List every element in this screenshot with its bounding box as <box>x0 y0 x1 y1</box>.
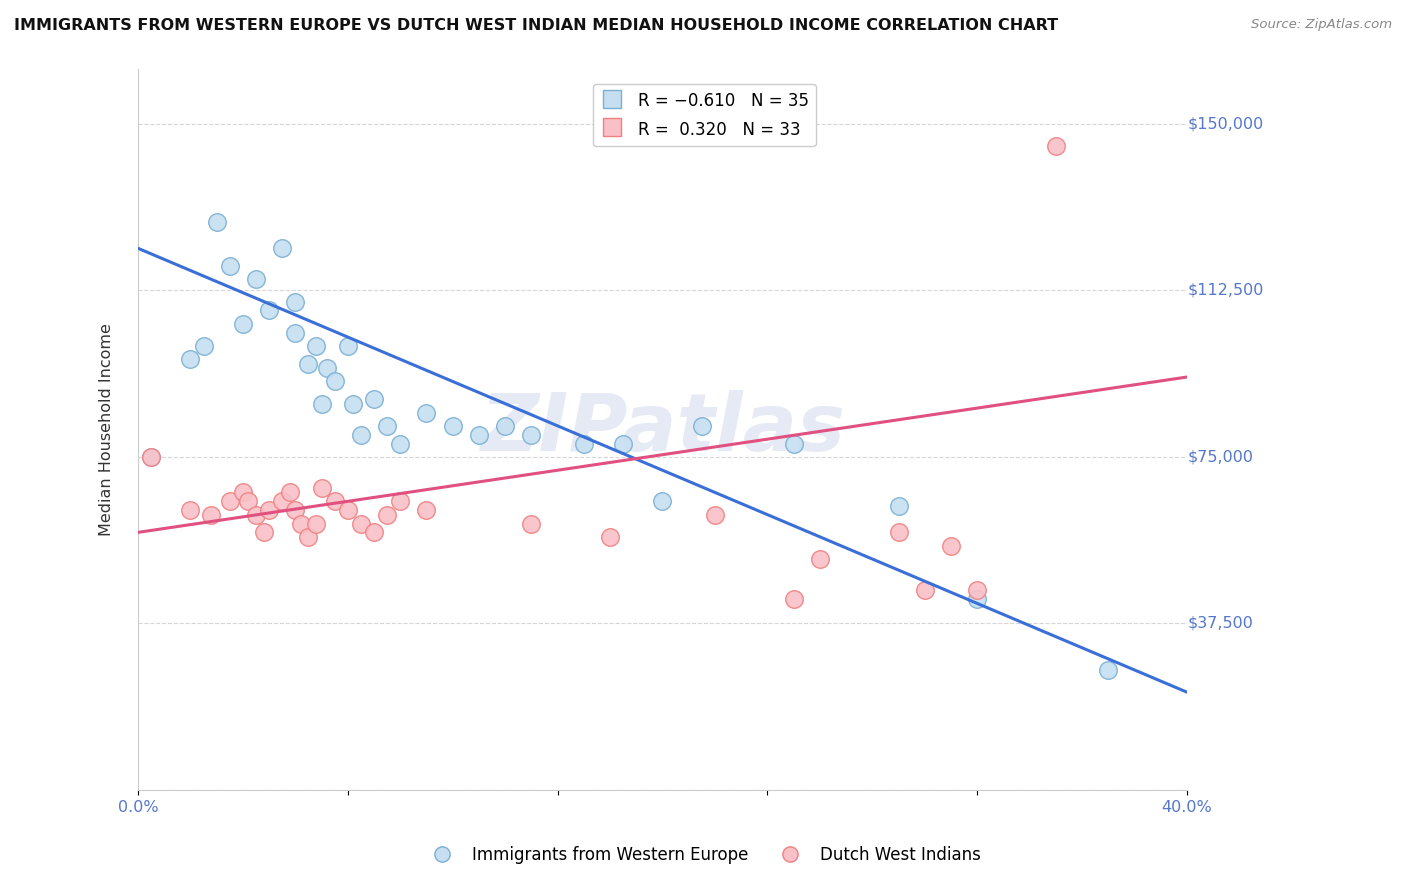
Point <box>311 397 333 411</box>
Point <box>245 272 267 286</box>
Text: $37,500: $37,500 <box>1188 615 1254 631</box>
Point <box>520 427 543 442</box>
Point <box>966 583 988 598</box>
Point <box>218 259 240 273</box>
Point <box>179 503 201 517</box>
Point <box>336 339 359 353</box>
Point <box>257 303 280 318</box>
Point <box>612 436 634 450</box>
Point <box>218 494 240 508</box>
Text: Source: ZipAtlas.com: Source: ZipAtlas.com <box>1251 18 1392 31</box>
Point <box>572 436 595 450</box>
Point <box>375 508 398 522</box>
Point <box>139 450 162 464</box>
Point <box>887 499 910 513</box>
Point <box>363 392 385 407</box>
Point <box>808 552 831 566</box>
Point <box>193 339 215 353</box>
Point <box>315 361 337 376</box>
Point <box>297 357 319 371</box>
Point <box>232 317 254 331</box>
Point <box>284 294 307 309</box>
Point <box>284 503 307 517</box>
Point <box>336 503 359 517</box>
Legend: Immigrants from Western Europe, Dutch West Indians: Immigrants from Western Europe, Dutch We… <box>419 839 987 871</box>
Point <box>179 352 201 367</box>
Point <box>415 405 437 419</box>
Point <box>271 241 294 255</box>
Point <box>271 494 294 508</box>
Point <box>278 485 301 500</box>
Point <box>323 494 346 508</box>
Point <box>1097 663 1119 677</box>
Point <box>782 591 804 606</box>
Point <box>690 418 713 433</box>
Point <box>1045 139 1067 153</box>
Point <box>253 525 276 540</box>
Point <box>290 516 312 531</box>
Point <box>305 516 328 531</box>
Point <box>245 508 267 522</box>
Point <box>782 436 804 450</box>
Point <box>200 508 222 522</box>
Point <box>415 503 437 517</box>
Text: IMMIGRANTS FROM WESTERN EUROPE VS DUTCH WEST INDIAN MEDIAN HOUSEHOLD INCOME CORR: IMMIGRANTS FROM WESTERN EUROPE VS DUTCH … <box>14 18 1059 33</box>
Point <box>599 530 621 544</box>
Point <box>232 485 254 500</box>
Point <box>887 525 910 540</box>
Point <box>257 503 280 517</box>
Point <box>703 508 725 522</box>
Point <box>323 375 346 389</box>
Point <box>205 214 228 228</box>
Point <box>284 326 307 340</box>
Point <box>363 525 385 540</box>
Point <box>236 494 259 508</box>
Point <box>389 436 412 450</box>
Point <box>350 516 373 531</box>
Text: $112,500: $112,500 <box>1188 283 1264 298</box>
Text: $150,000: $150,000 <box>1188 117 1264 131</box>
Point <box>311 481 333 495</box>
Point <box>350 427 373 442</box>
Legend: R = −0.610   N = 35, R =  0.320   N = 33: R = −0.610 N = 35, R = 0.320 N = 33 <box>593 84 815 146</box>
Point <box>468 427 491 442</box>
Point <box>441 418 464 433</box>
Point <box>297 530 319 544</box>
Y-axis label: Median Household Income: Median Household Income <box>100 323 114 535</box>
Point <box>342 397 364 411</box>
Point <box>389 494 412 508</box>
Text: ZIPatlas: ZIPatlas <box>479 390 845 468</box>
Point <box>914 583 936 598</box>
Point <box>651 494 673 508</box>
Point <box>966 591 988 606</box>
Point <box>305 339 328 353</box>
Point <box>520 516 543 531</box>
Text: $75,000: $75,000 <box>1188 450 1254 465</box>
Point <box>494 418 516 433</box>
Point <box>939 539 962 553</box>
Point <box>375 418 398 433</box>
Point <box>139 450 162 464</box>
